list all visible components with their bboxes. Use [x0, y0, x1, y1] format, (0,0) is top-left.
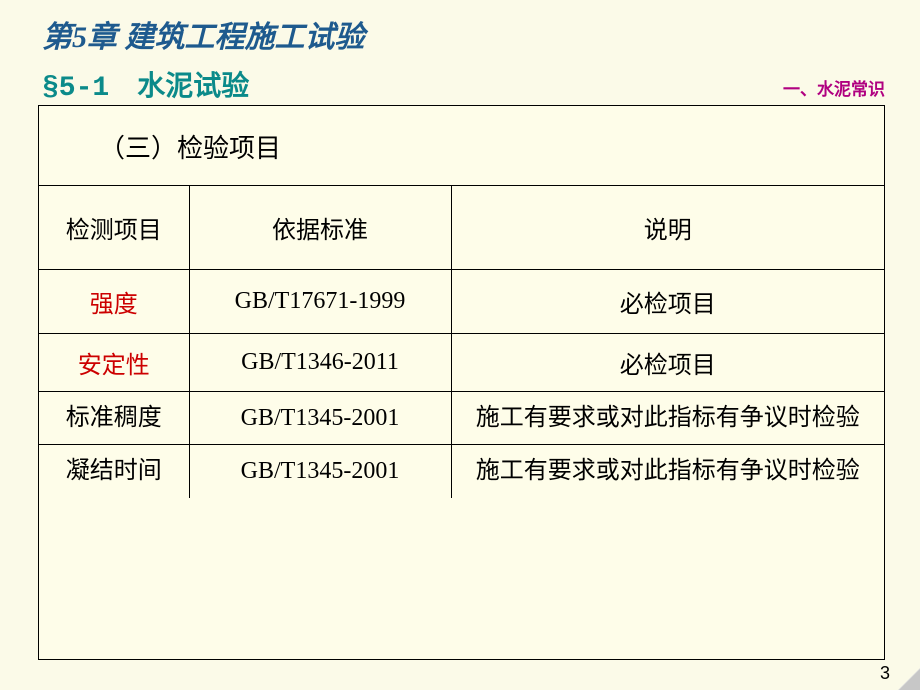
table-row: 凝结时间 GB/T1345-2001 施工有要求或对此指标有争议时检验 [39, 445, 884, 498]
cell-standard: GB/T17671-1999 [189, 270, 451, 334]
inspection-table: 检测项目 依据标准 说明 强度 GB/T17671-1999 必检项目 安定性 … [39, 185, 884, 498]
cell-item: 强度 [39, 270, 189, 334]
cell-desc: 施工有要求或对此指标有争议时检验 [451, 392, 884, 445]
sub-title: （三）检验项目 [39, 106, 884, 185]
cell-desc: 施工有要求或对此指标有争议时检验 [451, 445, 884, 498]
cell-item: 标准稠度 [39, 392, 189, 445]
cell-desc: 必检项目 [451, 334, 884, 392]
table-header-row: 检测项目 依据标准 说明 [39, 186, 884, 270]
page-number: 3 [880, 663, 890, 684]
cell-standard: GB/T1346-2011 [189, 334, 451, 392]
th-standard: 依据标准 [189, 186, 451, 270]
cell-standard: GB/T1345-2001 [189, 392, 451, 445]
cell-standard: GB/T1345-2001 [189, 445, 451, 498]
table-row: 安定性 GB/T1346-2011 必检项目 [39, 334, 884, 392]
section-title: §5-1 水泥试验 [42, 64, 249, 104]
page-fold-icon [898, 668, 920, 690]
chapter-title: 第5章 建筑工程施工试验 [0, 0, 920, 56]
cell-item: 凝结时间 [39, 445, 189, 498]
breadcrumb: 一、水泥常识 [783, 75, 920, 100]
cell-desc: 必检项目 [451, 270, 884, 334]
th-desc: 说明 [451, 186, 884, 270]
th-item: 检测项目 [39, 186, 189, 270]
content-box: （三）检验项目 检测项目 依据标准 说明 强度 GB/T17671-1999 必… [38, 105, 885, 660]
table-row: 标准稠度 GB/T1345-2001 施工有要求或对此指标有争议时检验 [39, 392, 884, 445]
cell-item: 安定性 [39, 334, 189, 392]
table-row: 强度 GB/T17671-1999 必检项目 [39, 270, 884, 334]
